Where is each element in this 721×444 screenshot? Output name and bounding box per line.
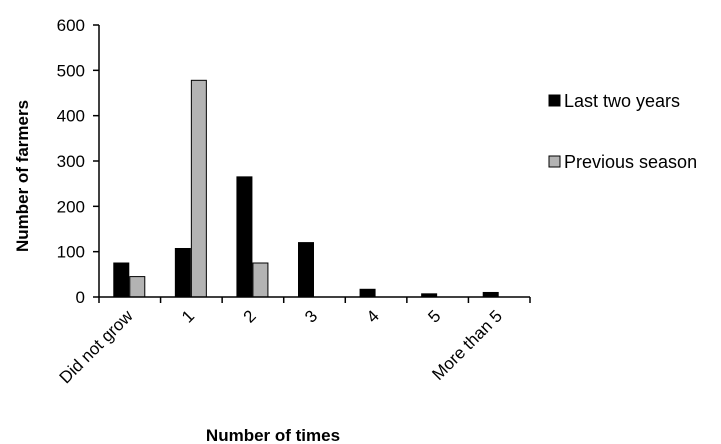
x-tick-label: 1 bbox=[178, 306, 198, 326]
x-tick-label: 2 bbox=[240, 306, 260, 326]
bar-last-two-years bbox=[113, 262, 130, 298]
y-axis-title: Number of farmers bbox=[13, 100, 32, 252]
bar-previous-season bbox=[252, 262, 269, 298]
legend-label: Last two years bbox=[564, 91, 680, 111]
bar-previous-season bbox=[129, 276, 146, 298]
y-tick-label: 400 bbox=[57, 107, 85, 126]
y-tick-label: 0 bbox=[76, 288, 85, 307]
x-tick-label: Did not grow bbox=[56, 306, 137, 387]
y-axis: 0 100 200 300 400 500 600 bbox=[57, 16, 100, 307]
bar-last-two-years bbox=[298, 242, 314, 298]
x-tick-label: 3 bbox=[301, 306, 321, 326]
bar-last-two-years bbox=[174, 247, 191, 298]
x-tick-label: 5 bbox=[424, 306, 444, 326]
bar-previous-season bbox=[190, 79, 207, 298]
y-tick-label: 600 bbox=[57, 16, 85, 35]
y-tick-label: 100 bbox=[57, 243, 85, 262]
x-axis-title: Number of times bbox=[206, 426, 340, 444]
y-tick-label: 500 bbox=[57, 61, 85, 80]
bars-group bbox=[113, 79, 499, 298]
y-tick-label: 300 bbox=[57, 152, 85, 171]
legend-swatch bbox=[548, 155, 561, 168]
x-tick-label: 4 bbox=[363, 306, 383, 326]
bar-last-two-years bbox=[359, 288, 376, 298]
legend: Last two years Previous season bbox=[548, 91, 697, 172]
bar-last-two-years bbox=[236, 176, 253, 298]
legend-swatch bbox=[548, 94, 561, 107]
legend-label: Previous season bbox=[564, 152, 697, 172]
y-tick-label: 200 bbox=[57, 197, 85, 216]
